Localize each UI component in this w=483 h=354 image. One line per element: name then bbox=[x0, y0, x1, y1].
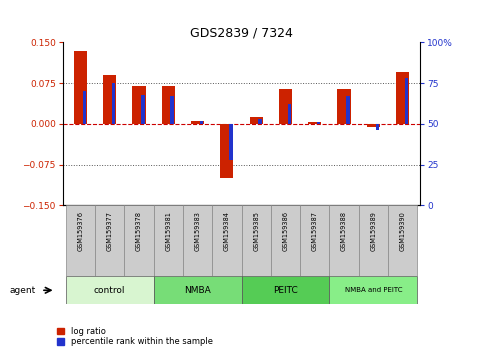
Text: GSM159390: GSM159390 bbox=[399, 211, 406, 251]
FancyBboxPatch shape bbox=[154, 276, 242, 304]
Bar bbox=[250, 118, 263, 124]
Text: GSM159389: GSM159389 bbox=[370, 211, 376, 251]
FancyBboxPatch shape bbox=[124, 205, 154, 276]
FancyBboxPatch shape bbox=[66, 205, 95, 276]
Bar bbox=[132, 86, 145, 124]
FancyBboxPatch shape bbox=[271, 205, 300, 276]
Text: GSM159386: GSM159386 bbox=[283, 211, 288, 251]
FancyBboxPatch shape bbox=[242, 276, 329, 304]
Bar bbox=[317, 122, 320, 124]
Bar bbox=[170, 96, 174, 124]
Text: NMBA: NMBA bbox=[184, 286, 211, 295]
Bar bbox=[396, 72, 409, 124]
FancyBboxPatch shape bbox=[212, 205, 242, 276]
Bar bbox=[162, 86, 175, 124]
FancyBboxPatch shape bbox=[329, 205, 359, 276]
Title: GDS2839 / 7324: GDS2839 / 7324 bbox=[190, 27, 293, 40]
Bar bbox=[338, 88, 351, 124]
Bar bbox=[279, 88, 292, 124]
FancyBboxPatch shape bbox=[388, 205, 417, 276]
Legend: log ratio, percentile rank within the sample: log ratio, percentile rank within the sa… bbox=[57, 327, 213, 346]
Text: GSM159384: GSM159384 bbox=[224, 211, 230, 251]
Bar bbox=[112, 83, 115, 124]
Text: GSM159381: GSM159381 bbox=[165, 211, 171, 251]
FancyBboxPatch shape bbox=[300, 205, 329, 276]
FancyBboxPatch shape bbox=[66, 276, 154, 304]
Bar bbox=[229, 124, 233, 160]
FancyBboxPatch shape bbox=[154, 205, 183, 276]
Bar bbox=[191, 121, 204, 124]
FancyBboxPatch shape bbox=[329, 276, 417, 304]
Bar bbox=[405, 78, 408, 124]
Bar bbox=[74, 51, 87, 124]
Text: GSM159388: GSM159388 bbox=[341, 211, 347, 251]
Text: GSM159387: GSM159387 bbox=[312, 211, 318, 251]
Bar bbox=[376, 124, 379, 130]
Text: agent: agent bbox=[10, 286, 36, 295]
Bar bbox=[200, 121, 203, 124]
Bar bbox=[346, 96, 350, 124]
Text: PEITC: PEITC bbox=[273, 286, 298, 295]
Bar bbox=[308, 122, 321, 124]
Bar bbox=[141, 95, 145, 124]
Text: GSM159376: GSM159376 bbox=[77, 211, 84, 251]
FancyBboxPatch shape bbox=[359, 205, 388, 276]
FancyBboxPatch shape bbox=[242, 205, 271, 276]
Bar bbox=[220, 124, 233, 178]
Text: NMBA and PEITC: NMBA and PEITC bbox=[344, 287, 402, 293]
Bar bbox=[367, 124, 380, 127]
FancyBboxPatch shape bbox=[183, 205, 212, 276]
Text: GSM159385: GSM159385 bbox=[253, 211, 259, 251]
Bar bbox=[258, 119, 262, 124]
Text: control: control bbox=[94, 286, 126, 295]
Bar bbox=[103, 75, 116, 124]
Bar bbox=[83, 91, 86, 124]
Text: GSM159383: GSM159383 bbox=[195, 211, 200, 251]
Text: GSM159377: GSM159377 bbox=[107, 211, 113, 251]
FancyBboxPatch shape bbox=[95, 205, 124, 276]
Text: GSM159378: GSM159378 bbox=[136, 211, 142, 251]
Bar bbox=[288, 104, 291, 124]
